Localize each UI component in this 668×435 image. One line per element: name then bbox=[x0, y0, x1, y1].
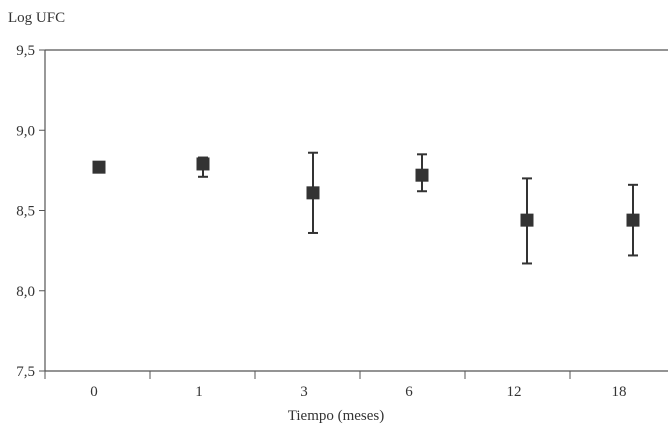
data-point bbox=[306, 186, 320, 200]
data-point bbox=[196, 157, 210, 171]
x-tick-label: 18 bbox=[612, 384, 627, 400]
x-tick-label: 0 bbox=[90, 384, 98, 400]
plot-frame bbox=[44, 49, 668, 372]
y-tick-label: 7,5 bbox=[16, 364, 35, 380]
y-tick-label: 9,5 bbox=[16, 43, 35, 59]
y-axis: 7,5 8,0 8,5 9,0 9,5 bbox=[16, 43, 45, 380]
series-layer bbox=[92, 151, 640, 265]
data-point bbox=[415, 168, 429, 182]
y-axis-title: Log UFC bbox=[8, 10, 65, 26]
y-tick-label: 9,0 bbox=[16, 123, 35, 139]
data-point bbox=[626, 213, 640, 227]
x-tick-label: 12 bbox=[507, 384, 522, 400]
y-tick-label: 8,0 bbox=[16, 284, 35, 300]
data-point bbox=[92, 160, 106, 174]
x-tick-label: 6 bbox=[405, 384, 413, 400]
y-tick-label: 8,5 bbox=[16, 204, 35, 220]
x-tick-label: 3 bbox=[300, 384, 308, 400]
x-axis: 0 1 3 6 12 18 bbox=[44, 371, 627, 400]
data-point bbox=[520, 213, 534, 227]
x-tick-label: 1 bbox=[195, 384, 203, 400]
x-axis-title: Tiempo (meses) bbox=[288, 408, 385, 424]
